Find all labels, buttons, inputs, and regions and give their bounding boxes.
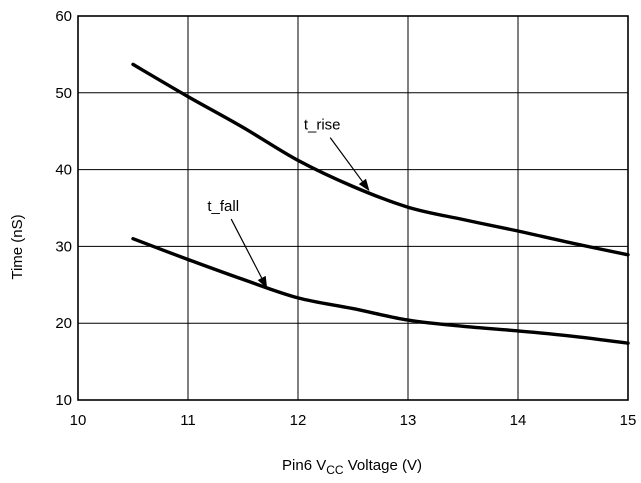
x-tick-label: 15 [620,412,637,429]
x-axis-label-subscript: CC [326,463,344,477]
y-tick-label: 60 [55,8,72,25]
series-line-t-fall [131,237,630,345]
annotation-label-t-rise: t_rise [304,117,341,134]
series-line-t-rise [131,62,630,257]
x-axis-label-suffix: Voltage (V) [344,457,422,474]
y-tick-label: 50 [55,85,72,102]
y-tick-label: 10 [55,392,72,409]
x-axis-label: Pin6 VCC Voltage (V) [282,457,422,477]
annotation-arrowhead-t-fall [257,275,268,289]
grid [77,15,629,401]
y-tick-label: 30 [55,238,72,255]
y-tick-labels: 10 20 30 40 50 60 [55,8,72,409]
x-tick-labels: 10 11 12 13 14 15 [70,412,637,429]
y-axis-label: Time (nS) [9,214,26,279]
x-tick-label: 12 [290,412,307,429]
x-axis-label-prefix: Pin6 V [282,457,326,474]
series-lines [131,62,630,345]
y-tick-label: 20 [55,315,72,332]
annotation-arrow-t-rise [329,137,363,182]
x-tick-label: 14 [510,412,527,429]
y-tick-label: 40 [55,162,72,179]
annotation-arrowhead-t-rise [358,178,370,192]
plot-frame [77,15,629,401]
annotations: t_rise t_fall [207,117,370,289]
x-tick-label: 11 [180,412,196,429]
x-tick-label: 10 [70,412,87,429]
x-tick-label: 13 [400,412,417,429]
annotation-arrow-t-fall [230,218,263,279]
annotation-label-t-fall: t_fall [207,198,239,215]
